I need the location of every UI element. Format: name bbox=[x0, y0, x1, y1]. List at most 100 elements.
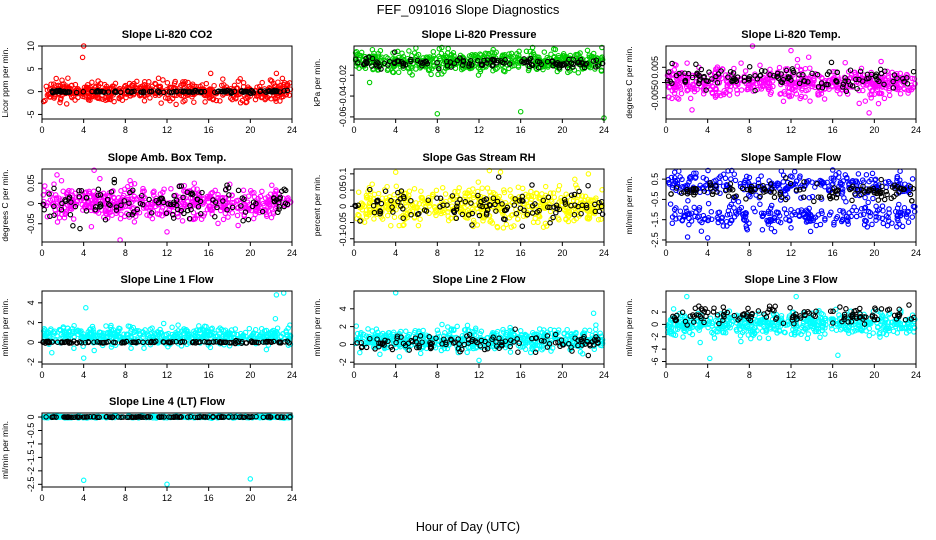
y-tick-label: -0.005 bbox=[650, 85, 660, 111]
data-point bbox=[738, 60, 744, 66]
data-point bbox=[783, 67, 790, 74]
data-point bbox=[215, 220, 221, 227]
data-point bbox=[400, 60, 406, 67]
data-point bbox=[168, 186, 174, 192]
data-point bbox=[814, 71, 821, 78]
y-tick-label: 5 bbox=[26, 66, 36, 71]
x-tick-label: 12 bbox=[786, 248, 796, 258]
data-point bbox=[54, 219, 61, 225]
data-point bbox=[876, 90, 883, 96]
data-point bbox=[384, 183, 390, 190]
data-point bbox=[377, 351, 383, 358]
data-point bbox=[428, 71, 434, 78]
data-point bbox=[212, 89, 218, 95]
data-point bbox=[592, 326, 599, 333]
data-point bbox=[526, 63, 533, 70]
data-point bbox=[207, 91, 213, 98]
data-point bbox=[475, 179, 482, 185]
data-point bbox=[809, 70, 815, 77]
y-tick-label: -0.04 bbox=[338, 86, 348, 107]
data-point bbox=[551, 194, 558, 201]
data-point bbox=[594, 56, 601, 62]
data-point bbox=[460, 62, 466, 68]
data-point bbox=[853, 76, 859, 83]
data-point bbox=[61, 88, 68, 95]
data-point bbox=[43, 202, 50, 209]
data-point bbox=[757, 73, 763, 79]
y-tick-label: -2 bbox=[26, 358, 36, 366]
data-point bbox=[373, 61, 379, 67]
data-point bbox=[849, 197, 855, 204]
data-point bbox=[780, 98, 787, 105]
data-point bbox=[696, 72, 702, 79]
data-point bbox=[796, 80, 803, 87]
data-point bbox=[691, 204, 697, 211]
data-point bbox=[807, 228, 814, 235]
panel-title: Slope Li-820 CO2 bbox=[122, 29, 212, 41]
data-point bbox=[585, 182, 591, 189]
x-tick-label: 24 bbox=[287, 248, 297, 258]
data-point bbox=[696, 78, 703, 84]
x-tick-label: 20 bbox=[245, 125, 255, 135]
data-point bbox=[238, 88, 245, 95]
data-point bbox=[363, 55, 369, 62]
data-point bbox=[570, 56, 576, 62]
x-tick-label: 24 bbox=[599, 125, 609, 135]
data-point bbox=[811, 76, 817, 82]
data-point bbox=[874, 76, 880, 83]
data-point bbox=[172, 78, 178, 85]
data-point bbox=[849, 83, 856, 89]
data-point bbox=[691, 86, 698, 92]
data-point bbox=[497, 169, 504, 175]
data-point bbox=[51, 95, 57, 101]
data-point bbox=[117, 215, 124, 222]
data-point bbox=[767, 72, 773, 78]
data-point bbox=[590, 58, 597, 64]
data-point bbox=[489, 63, 496, 69]
data-point bbox=[768, 225, 775, 232]
data-point bbox=[791, 168, 798, 175]
data-point bbox=[405, 64, 412, 71]
x-tick-label: 16 bbox=[516, 125, 526, 135]
figure-title: FEF_091016 Slope Diagnostics bbox=[377, 2, 560, 17]
y-tick-label: 2 bbox=[26, 320, 36, 325]
data-point bbox=[790, 86, 796, 92]
data-point bbox=[599, 60, 606, 67]
data-point bbox=[862, 194, 868, 201]
data-point bbox=[129, 82, 136, 89]
panel-title: Slope Line 1 Flow bbox=[121, 274, 214, 286]
data-point bbox=[269, 182, 275, 189]
data-point bbox=[904, 81, 911, 87]
panel-title: Slope Amb. Box Temp. bbox=[108, 152, 227, 164]
data-point bbox=[811, 78, 817, 84]
data-point bbox=[490, 46, 496, 53]
data-point bbox=[182, 97, 188, 104]
data-point bbox=[770, 83, 776, 90]
data-point bbox=[377, 47, 384, 54]
panel-title: Slope Line 2 Flow bbox=[433, 274, 526, 286]
data-point bbox=[724, 82, 731, 89]
data-point bbox=[865, 199, 871, 206]
data-point bbox=[489, 56, 496, 63]
data-point bbox=[436, 66, 442, 72]
data-point bbox=[454, 57, 461, 64]
y-tick-label: 0 bbox=[338, 204, 348, 209]
data-point bbox=[399, 50, 405, 57]
data-point bbox=[489, 49, 495, 56]
data-point bbox=[231, 88, 238, 95]
x-tick-label: 20 bbox=[245, 248, 255, 258]
data-point bbox=[220, 76, 226, 82]
data-point bbox=[842, 59, 848, 66]
y-axis-label: percent per min. bbox=[312, 175, 322, 236]
x-tick-label: 12 bbox=[474, 248, 484, 258]
plot-frame bbox=[41, 45, 293, 120]
data-point bbox=[578, 56, 584, 63]
x-tick-label: 16 bbox=[516, 248, 526, 258]
data-point bbox=[682, 77, 689, 84]
data-point bbox=[706, 69, 712, 75]
data-point bbox=[894, 75, 900, 82]
data-point bbox=[72, 81, 79, 88]
data-point bbox=[70, 216, 77, 222]
data-point bbox=[715, 75, 722, 81]
data-point bbox=[146, 79, 152, 85]
